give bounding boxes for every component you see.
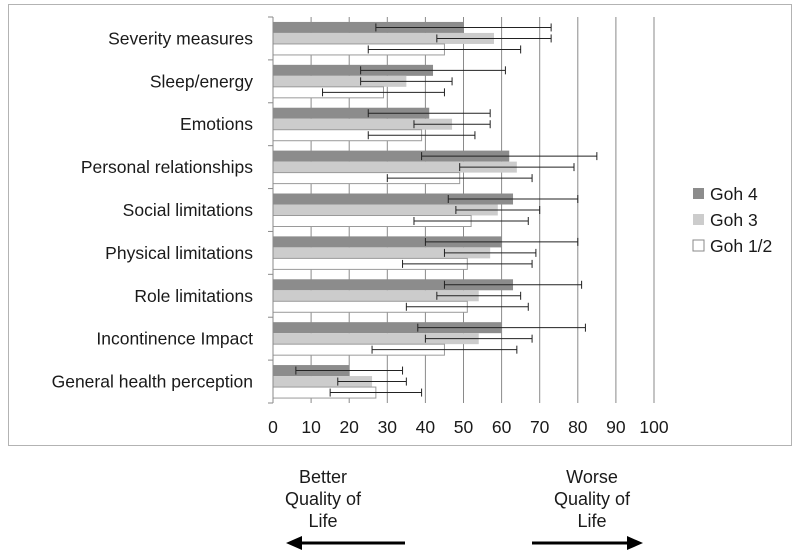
- error-bar: [367, 109, 491, 118]
- error-bar: [436, 291, 522, 300]
- error-bar: [337, 377, 407, 386]
- category-label: Role limitations: [134, 286, 253, 306]
- bar: [273, 279, 514, 291]
- x-tick-label: 80: [568, 417, 588, 437]
- error-bar: [371, 345, 518, 354]
- error-bar: [402, 259, 533, 268]
- category-label: Social limitations: [123, 200, 254, 220]
- x-tick-label: 70: [530, 417, 550, 437]
- legend: Goh 4 Goh 3 Goh 1/2: [692, 184, 772, 256]
- bar: [273, 107, 430, 119]
- legend-swatch: [693, 188, 704, 199]
- error-bar: [413, 217, 529, 225]
- error-bar: [443, 280, 583, 289]
- bar: [273, 236, 502, 248]
- error-bar: [413, 120, 491, 129]
- error-bar: [295, 366, 404, 375]
- error-bar: [367, 45, 522, 54]
- bar: [273, 21, 464, 33]
- bar: [273, 118, 453, 130]
- error-bar: [455, 206, 541, 214]
- category-label: General health perception: [52, 372, 253, 392]
- legend-swatch: [693, 214, 704, 225]
- category-label: Incontinence Impact: [96, 329, 253, 349]
- bar: [273, 322, 502, 334]
- error-bar: [386, 174, 533, 183]
- x-tick-label: 40: [416, 417, 436, 437]
- bar: [273, 333, 479, 345]
- bar: [273, 64, 434, 76]
- category-label: Physical limitations: [105, 243, 253, 263]
- legend-label: Goh 3: [710, 210, 758, 230]
- bar: [273, 376, 373, 388]
- legend-label: Goh 4: [710, 184, 758, 204]
- better-line-1: Better: [298, 467, 348, 487]
- better-line-3: Life: [308, 511, 338, 531]
- error-bar: [360, 66, 506, 75]
- category-label: Sleep/energy: [150, 71, 253, 91]
- bar: [273, 32, 494, 44]
- bar: [273, 75, 407, 87]
- bar: [273, 193, 514, 205]
- legend-label: Goh 1/2: [710, 236, 772, 256]
- error-bar: [424, 237, 579, 246]
- error-bar: [447, 195, 579, 203]
- error-bar: [436, 34, 552, 43]
- legend-swatch: [692, 239, 705, 252]
- bar: [273, 204, 498, 216]
- error-bar: [459, 163, 575, 172]
- chart-frame: [8, 4, 792, 446]
- x-tick-label: 30: [378, 417, 398, 437]
- x-tick-label: 20: [339, 417, 359, 437]
- error-bar: [443, 248, 537, 257]
- x-tick-label: 90: [606, 417, 626, 437]
- error-bar: [405, 302, 529, 311]
- bar: [273, 161, 517, 173]
- right-arrow-icon: [532, 536, 643, 550]
- bar: [273, 150, 510, 162]
- worse-line-1: Worse: [566, 467, 618, 487]
- x-tick-label: 50: [454, 417, 474, 437]
- x-tick-label: 0: [268, 417, 278, 437]
- better-line-2: Quality of: [284, 489, 362, 509]
- left-arrow-icon: [286, 536, 405, 550]
- error-bar: [322, 88, 445, 97]
- axis-layer: [268, 16, 274, 404]
- bar: [273, 247, 491, 259]
- error-bar: [375, 23, 552, 32]
- category-labels: Severity measures Sleep/energy Emotions Per…: [52, 28, 254, 391]
- bars-layer: [272, 21, 598, 399]
- worse-line-2: Quality of: [553, 489, 631, 509]
- error-bar: [360, 77, 453, 86]
- tick-labels: 0 10 20 30 40 50 60 70 80 90 100: [268, 417, 669, 437]
- error-bar: [421, 152, 598, 161]
- x-tick-label: 60: [492, 417, 512, 437]
- category-label: Emotions: [180, 114, 253, 134]
- category-label: Personal relationships: [81, 157, 253, 177]
- error-bar: [329, 388, 423, 397]
- category-label: Severity measures: [108, 28, 253, 48]
- x-tick-label: 100: [639, 417, 668, 437]
- worse-line-3: Life: [577, 511, 607, 531]
- error-bar: [367, 131, 476, 140]
- bar: [273, 290, 479, 302]
- error-bar: [417, 323, 586, 332]
- x-tick-label: 10: [301, 417, 321, 437]
- error-bar: [424, 334, 533, 343]
- arrow-layer: [286, 536, 643, 550]
- better-quality-annotation: Better Quality of Life: [268, 466, 378, 532]
- worse-quality-annotation: Worse Quality of Life: [532, 466, 652, 532]
